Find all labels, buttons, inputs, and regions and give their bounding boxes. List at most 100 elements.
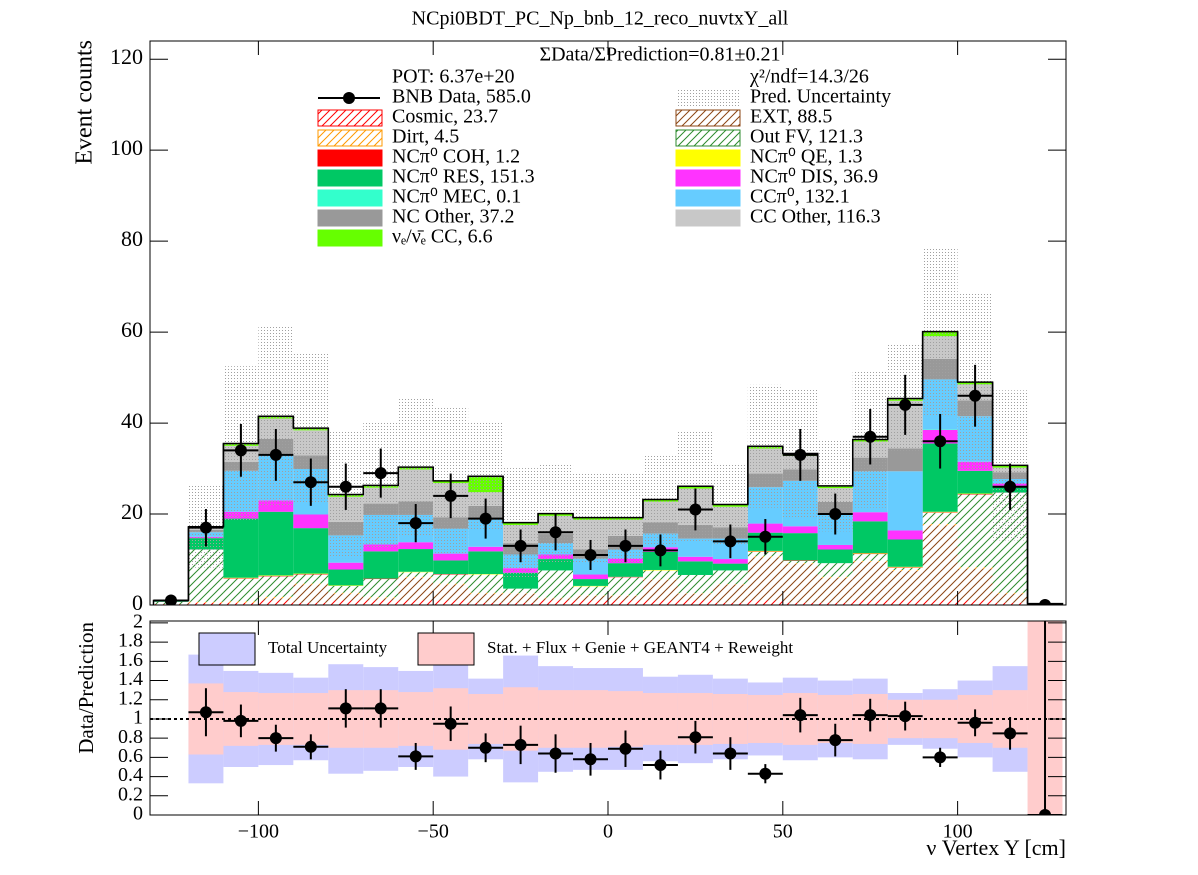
stack-segment: [677, 593, 713, 601]
stack-segment: [957, 600, 993, 605]
data-point: [584, 753, 597, 766]
stack-segment: [433, 584, 469, 601]
stack-segment: [957, 470, 993, 494]
stack-segment: [468, 593, 504, 603]
data-point: [1039, 599, 1052, 605]
stack-segment: [363, 597, 399, 599]
y-tick-label: 100: [110, 135, 143, 160]
y-tick-label: 0: [133, 803, 143, 825]
x-tick-label: −50: [418, 821, 449, 843]
stack-segment: [922, 600, 958, 605]
stack-segment: [817, 544, 853, 550]
x-tick-label: −100: [238, 821, 279, 843]
stack-segment: [398, 577, 434, 601]
stack-segment: [328, 592, 364, 594]
data-point: [829, 734, 842, 747]
data-point: [584, 548, 597, 561]
legend-swatch: [317, 189, 383, 207]
stack-segment: [747, 557, 783, 601]
stack-segment: [293, 574, 329, 584]
legend-swatch: [675, 149, 741, 167]
chi2-label: χ²/ndf=14.3/26: [749, 66, 869, 88]
stack-segment: [887, 530, 923, 540]
stack-segment: [363, 579, 399, 598]
data-point: [304, 476, 317, 489]
stack-segment: [922, 525, 958, 601]
stack-segment: [782, 533, 818, 561]
data-point: [724, 535, 737, 548]
data-point: [549, 747, 562, 760]
stack-segment: [503, 588, 539, 594]
data-point: [374, 467, 387, 480]
legend-label: CCπ⁰, 132.1: [750, 186, 850, 208]
data-point: [234, 714, 247, 727]
data-point: [794, 448, 807, 461]
stack-segment: [887, 567, 923, 570]
legend-label: BNB Data, 585.0: [392, 86, 531, 108]
stack-segment: [433, 553, 469, 561]
legend-swatch: [317, 149, 383, 167]
stack-segment: [782, 564, 818, 603]
data-point: [1039, 809, 1052, 815]
legend-label: Dirt, 4.5: [392, 126, 459, 148]
stack-segment: [293, 528, 329, 574]
data-point: [1004, 480, 1017, 493]
y-tick-label: 20: [121, 499, 143, 524]
stack-segment: [747, 556, 783, 558]
stack-segment: [468, 602, 504, 605]
legend-swatch: [675, 189, 741, 207]
stack-segment: [573, 595, 608, 601]
stack-segment: [992, 593, 1028, 603]
data-point: [759, 530, 772, 543]
y-tick-label: 1: [133, 707, 143, 729]
data-point: [619, 742, 632, 755]
stack-segment: [887, 570, 923, 601]
legend-label: Out FV, 121.3: [750, 126, 863, 148]
stack-segment: [922, 524, 958, 526]
data-point: [199, 521, 212, 534]
data-point: [339, 702, 352, 715]
stack-segment: [538, 598, 574, 601]
data-point: [689, 731, 702, 744]
stack-segment: [363, 551, 399, 579]
stack-segment: [677, 600, 713, 605]
legend-label: NCπ⁰ COH, 1.2: [392, 146, 520, 168]
stack-segment: [677, 538, 713, 557]
stack-segment: [188, 601, 224, 603]
data-point: [829, 508, 842, 521]
legend-swatch: [317, 169, 383, 187]
stack-segment: [363, 600, 399, 605]
stack-segment: [642, 600, 678, 605]
plot-area: [152, 247, 1064, 605]
stack-segment: [608, 595, 643, 601]
stack-segment: [887, 569, 923, 571]
stack-segment: [887, 600, 923, 605]
stack-segment: [188, 602, 224, 605]
stack-segment: [258, 598, 294, 601]
data-point: [549, 526, 562, 539]
data-point: [269, 732, 282, 745]
stack-segment: [503, 602, 539, 605]
y-tick-label: 60: [121, 317, 143, 342]
y-tick-label: 0.2: [118, 783, 143, 805]
stack-segment: [328, 569, 364, 586]
legend-swatch: [317, 129, 383, 147]
stack-segment: [642, 579, 678, 601]
x-tick-label: 100: [943, 821, 973, 843]
ratio-summary: ΣData/ΣPrediction=0.81±0.21: [539, 44, 780, 66]
legend-swatch: [675, 169, 741, 187]
y-tick-label: 1.8: [118, 630, 143, 652]
x-tick-label: 0: [603, 821, 613, 843]
stack-segment: [538, 600, 574, 605]
legend-label: Pred. Uncertainty: [750, 86, 891, 108]
legend-label: NC Other, 37.2: [392, 206, 515, 228]
stack-segment: [887, 448, 923, 472]
data-point: [1004, 727, 1017, 740]
data-point: [934, 435, 947, 448]
y-axis-label: Event counts: [72, 40, 98, 165]
stack-segment: [817, 602, 853, 605]
stack-segment: [258, 596, 294, 599]
data-point: [479, 512, 492, 525]
y-tick-label: 80: [121, 226, 143, 251]
